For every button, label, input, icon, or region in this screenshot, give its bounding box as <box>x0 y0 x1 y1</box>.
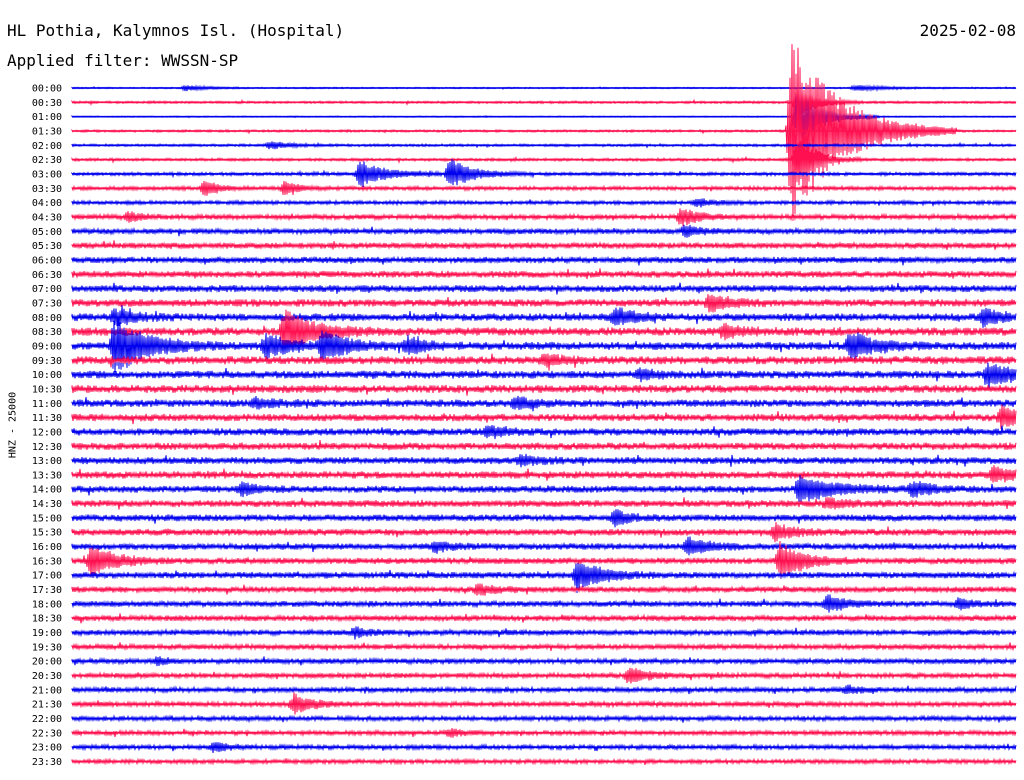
time-label: 08:00 <box>32 313 62 324</box>
time-label: 13:00 <box>32 456 62 467</box>
time-label: 14:30 <box>32 499 62 510</box>
trace-line <box>71 465 1017 483</box>
time-label: 05:00 <box>32 227 62 238</box>
time-label: 06:00 <box>32 255 62 266</box>
time-label: 07:00 <box>32 284 62 295</box>
time-label: 17:30 <box>32 585 62 596</box>
time-label: 19:00 <box>32 628 62 639</box>
filter-subtitle: Applied filter: WWSSN-SP <box>7 51 239 70</box>
trace-line <box>71 404 1017 430</box>
time-label: 21:00 <box>32 685 62 696</box>
time-label: 12:00 <box>32 427 62 438</box>
time-labels: 00:00 00:30 01:00 01:30 02:00 02:30 03:00 03:30… <box>32 84 62 769</box>
time-label: 10:00 <box>32 370 62 381</box>
time-label: 16:30 <box>32 556 62 567</box>
time-label: 20:30 <box>32 671 62 682</box>
time-label: 04:30 <box>32 212 62 223</box>
trace-line <box>71 439 1017 451</box>
time-label: 23:30 <box>32 757 62 768</box>
time-label: 09:00 <box>32 341 62 352</box>
record-date: 2025-02-08 <box>919 21 1016 40</box>
time-label: 11:00 <box>32 399 62 410</box>
trace-line <box>71 474 1017 502</box>
time-label: 10:30 <box>32 384 62 395</box>
time-label: 15:00 <box>32 513 62 524</box>
time-label: 20:00 <box>32 657 62 668</box>
time-label: 18:30 <box>32 614 62 625</box>
time-label: 22:30 <box>32 728 62 739</box>
time-label: 03:00 <box>32 169 62 180</box>
time-label: 18:00 <box>32 599 62 610</box>
trace-line <box>71 255 1017 266</box>
time-label: 00:30 <box>32 98 62 109</box>
station-title: HL Pothia, Kalymnos Isl. (Hospital) <box>7 21 345 40</box>
time-label: 23:00 <box>32 743 62 754</box>
trace-group <box>71 44 1017 766</box>
time-label: 16:00 <box>32 542 62 553</box>
time-label: 00:00 <box>32 84 62 95</box>
time-label: 08:30 <box>32 327 62 338</box>
time-label: 19:30 <box>32 642 62 653</box>
time-label: 01:30 <box>32 126 62 137</box>
time-label: 05:30 <box>32 241 62 252</box>
time-label: 22:00 <box>32 714 62 725</box>
time-label: 12:30 <box>32 442 62 453</box>
trace-line <box>71 140 1017 183</box>
time-label: 13:30 <box>32 470 62 481</box>
time-label: 02:00 <box>32 141 62 152</box>
time-label: 03:30 <box>32 184 62 195</box>
time-label: 11:30 <box>32 413 62 424</box>
time-label: 04:00 <box>32 198 62 209</box>
time-label: 15:30 <box>32 528 62 539</box>
trace-line <box>71 362 1017 390</box>
time-label: 07:30 <box>32 298 62 309</box>
time-label: 09:30 <box>32 356 62 367</box>
time-label: 14:00 <box>32 485 62 496</box>
trace-line <box>71 353 1017 371</box>
time-label: 02:30 <box>32 155 62 166</box>
time-label: 06:30 <box>32 270 62 281</box>
time-label: 01:00 <box>32 112 62 123</box>
time-label: 17:00 <box>32 571 62 582</box>
trace-line <box>71 44 1017 221</box>
trace-line <box>71 384 1017 396</box>
time-label: 21:30 <box>32 700 62 711</box>
